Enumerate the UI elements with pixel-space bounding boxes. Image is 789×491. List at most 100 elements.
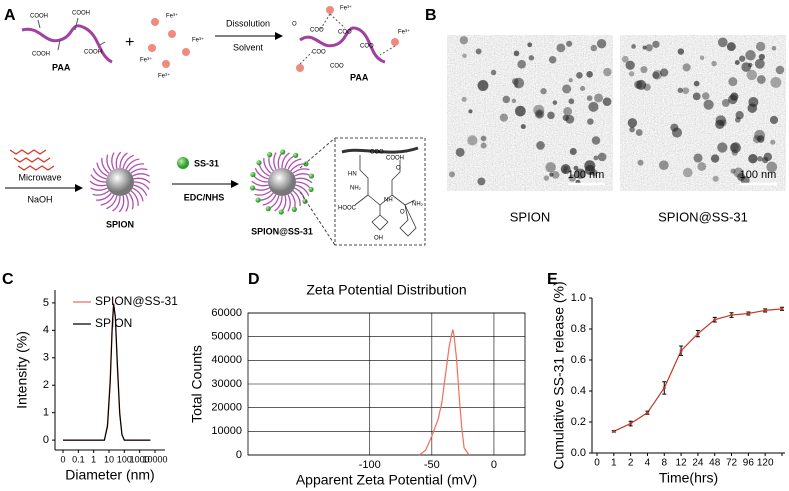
nanoparticle: [602, 97, 612, 107]
nanoparticle: [511, 98, 517, 104]
nanoparticle: [517, 59, 526, 69]
nanoparticle: [677, 48, 685, 55]
nanoparticle: [513, 50, 520, 57]
x-tick-label: 1: [91, 454, 96, 464]
chart-title: Zeta Potential Distribution: [306, 282, 466, 298]
nanoparticle: [535, 110, 543, 118]
y-tick-label: 50000: [211, 331, 242, 343]
y-tick-label: 1.0: [571, 292, 586, 304]
ligand: [295, 177, 313, 184]
x-tick-label: 24: [692, 458, 704, 469]
group-label: COOH: [32, 52, 50, 58]
peptide-dot: [278, 209, 284, 215]
panel-label: B: [425, 7, 437, 24]
nanoparticle: [726, 42, 736, 52]
conjugate-particle: [249, 149, 315, 215]
nanoparticle: [754, 129, 766, 141]
nanoparticle: [715, 119, 725, 130]
nanoparticle: [552, 100, 558, 105]
nanoparticle: [652, 71, 660, 79]
y-tick-label: 2: [43, 379, 49, 391]
nanoparticle: [752, 135, 761, 144]
ligand: [273, 152, 277, 170]
nanoparticle: [640, 66, 648, 74]
nanoparticle: [737, 172, 746, 181]
group-label: O: [292, 22, 297, 28]
nanoparticle: [770, 76, 782, 88]
nanoparticle: [756, 75, 766, 84]
ligand: [125, 194, 129, 212]
panel-label: A: [4, 7, 16, 24]
nanoparticle: [603, 67, 612, 77]
nanoparticle: [745, 50, 756, 61]
x-axis-title: Diameter (nm): [65, 467, 154, 483]
atom-label: NH₂: [350, 186, 362, 192]
ligand: [90, 187, 108, 191]
nanoparticle: [734, 60, 740, 66]
ligand: [132, 187, 144, 202]
y-axis-title: Total Counts: [189, 345, 205, 423]
microwave-icon: [9, 149, 55, 171]
x-tick-label: 0: [491, 459, 497, 471]
x-tick-label: 2: [628, 458, 634, 469]
peptide-name: SS-31: [194, 158, 219, 168]
nanoparticle: [719, 119, 727, 127]
series-line: [63, 304, 151, 441]
nanoparticle: [560, 164, 571, 175]
nanoparticle: [533, 104, 545, 116]
ligand: [132, 173, 150, 177]
nanoparticle: [711, 60, 717, 67]
x-tick-label: 0.1: [72, 454, 85, 464]
nanoparticle: [549, 172, 554, 177]
ligand: [96, 192, 112, 201]
ligand: [92, 168, 107, 180]
nanoparticle: [755, 41, 766, 52]
ligand: [133, 177, 151, 184]
nanoparticle: [757, 156, 763, 162]
peptide-dot: [291, 206, 297, 212]
ligand: [128, 192, 134, 210]
plus-sign: +: [125, 34, 134, 51]
nanoparticle: [514, 105, 526, 117]
atom-label: COOH: [386, 156, 404, 162]
nanoparticle: [584, 160, 596, 172]
x-tick-label: 4: [645, 458, 651, 469]
paa-polymer: [21, 17, 113, 64]
ligand: [128, 163, 144, 172]
nanoparticle: [556, 43, 566, 53]
nanoparticle: [621, 55, 629, 63]
nanoparticle: [513, 77, 525, 89]
core: [268, 168, 296, 196]
x-tick-label: 96: [743, 458, 755, 469]
series-line: [419, 329, 470, 456]
group-label: COOH: [72, 11, 90, 17]
y-tick-label: 20000: [211, 402, 242, 414]
x-tick-label: 0: [594, 458, 600, 469]
nanoparticle: [629, 126, 635, 133]
nanoparticle: [748, 154, 758, 164]
nanoparticle: [534, 109, 545, 119]
ligand: [274, 195, 283, 212]
atom-label: OH: [374, 236, 383, 242]
x-tick-label: 8: [661, 458, 667, 469]
y-tick-label: 4: [43, 324, 49, 336]
panel-label: E: [547, 271, 558, 288]
ligand: [118, 195, 125, 213]
nanoparticle: [625, 60, 635, 70]
tem-image: [620, 35, 786, 191]
y-tick-label: 30000: [211, 378, 242, 390]
y-tick-label: 1: [43, 407, 49, 419]
y-tick-label: 40000: [211, 354, 242, 366]
ligand: [112, 195, 121, 212]
ligand: [133, 181, 150, 190]
nanoparticle: [701, 92, 710, 100]
nanoparticle: [637, 159, 644, 166]
y-tick-label: 0.2: [571, 416, 586, 428]
panel-label: D: [248, 271, 260, 288]
nanoparticle: [721, 99, 730, 107]
nanoparticle: [455, 147, 465, 157]
data-point: [612, 429, 616, 433]
group-label: COO: [360, 44, 374, 50]
nanoparticle: [528, 55, 535, 61]
